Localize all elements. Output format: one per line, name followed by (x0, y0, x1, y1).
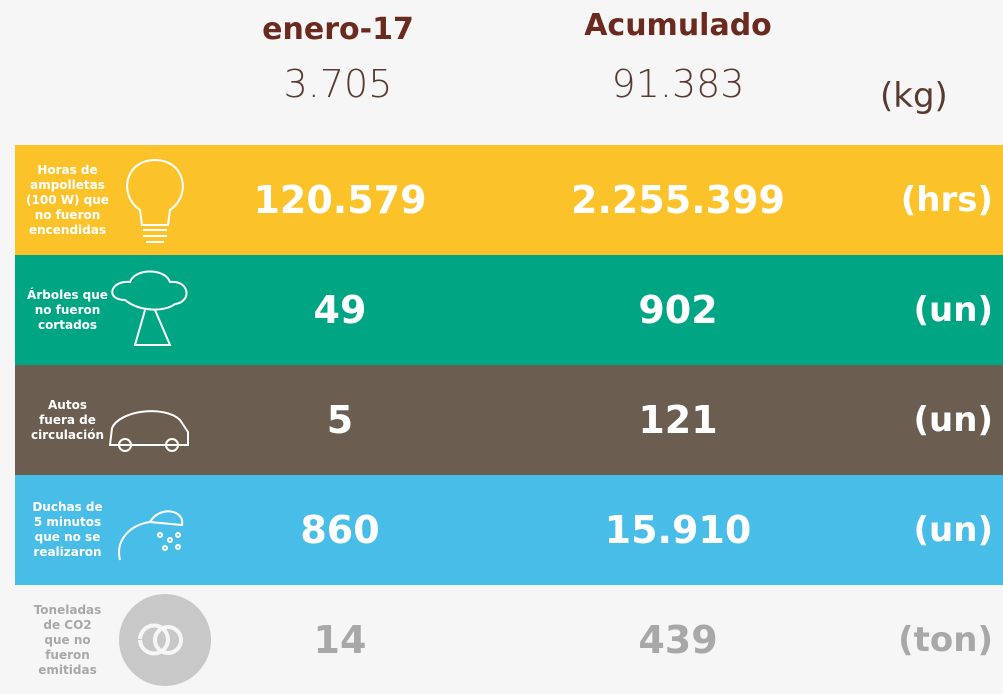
period-value: 120.579 (253, 178, 427, 222)
row-label: Horas de ampolletas (100 W) que no fueron en… (15, 145, 120, 255)
label-line: Duchas de (32, 500, 103, 514)
label-line: circulación (30, 427, 105, 442)
row-unit: (un) (913, 400, 994, 440)
label-line: encendidas (28, 222, 106, 237)
cumulative-value: 15.910 (604, 508, 752, 552)
row-unit: (un) (913, 510, 994, 550)
row: Autos fuera de circulación 5 121 (un) (15, 365, 1003, 475)
label-line: Toneladas (33, 602, 102, 617)
period-value: 860 (300, 508, 380, 552)
cumulative-value: 439 (638, 618, 718, 662)
row-unit: (ton) (898, 620, 993, 660)
label-line: emitidas (38, 662, 97, 677)
cumulative-value: 91.383 (611, 62, 745, 106)
label-line: 5 minutos (33, 515, 102, 529)
label-line: Autos (48, 397, 87, 412)
period-value: 5 (326, 398, 354, 442)
row-label: Árboles que no fueron cortados (15, 255, 120, 365)
period-value: 14 (313, 618, 367, 662)
label-line: ampolletas (30, 177, 105, 192)
cumulative-title: Acumulado (584, 8, 772, 43)
row-unit: (hrs) (900, 180, 993, 220)
label-line: realizaron (33, 545, 102, 559)
label-line: Árboles que (27, 287, 108, 302)
label-line: no fueron (34, 207, 101, 222)
label-line: que no se (34, 530, 101, 544)
row: Duchas de 5 minutos que no se realizaron 860… (15, 475, 1003, 585)
row-label: Duchas de 5 minutos que no se realizaron (15, 475, 120, 585)
row-label: Autos fuera de circulación (15, 365, 120, 475)
label-line: no fueron (34, 302, 101, 317)
label-line: fuera de (39, 412, 96, 427)
cumulative-value: 2.255.399 (571, 178, 785, 222)
row: Horas de ampolletas (100 W) que no fueron en… (15, 145, 1003, 255)
label-line: que no (44, 632, 91, 647)
label-line: de CO2 (43, 617, 92, 632)
row-unit: (un) (913, 290, 994, 330)
row-label: Toneladas de CO2 que no fueron emitidas (15, 585, 120, 694)
period-value: 49 (313, 288, 367, 332)
label-line: cortados (37, 317, 98, 332)
label-line: (100 W) que (26, 192, 109, 207)
row: Toneladas de CO2 que no fueron emitidas 14 439… (15, 585, 1003, 694)
label-line: fueron (45, 647, 90, 662)
period-title: enero-17 (262, 12, 414, 47)
label-line: Horas de (37, 162, 98, 177)
period-value: 3.705 (283, 62, 393, 106)
cumulative-value: 121 (638, 398, 718, 442)
unit: (kg) (880, 76, 948, 116)
row: Árboles que no fueron cortados 49 902 (un) (15, 255, 1003, 365)
cumulative-value: 902 (638, 288, 718, 332)
